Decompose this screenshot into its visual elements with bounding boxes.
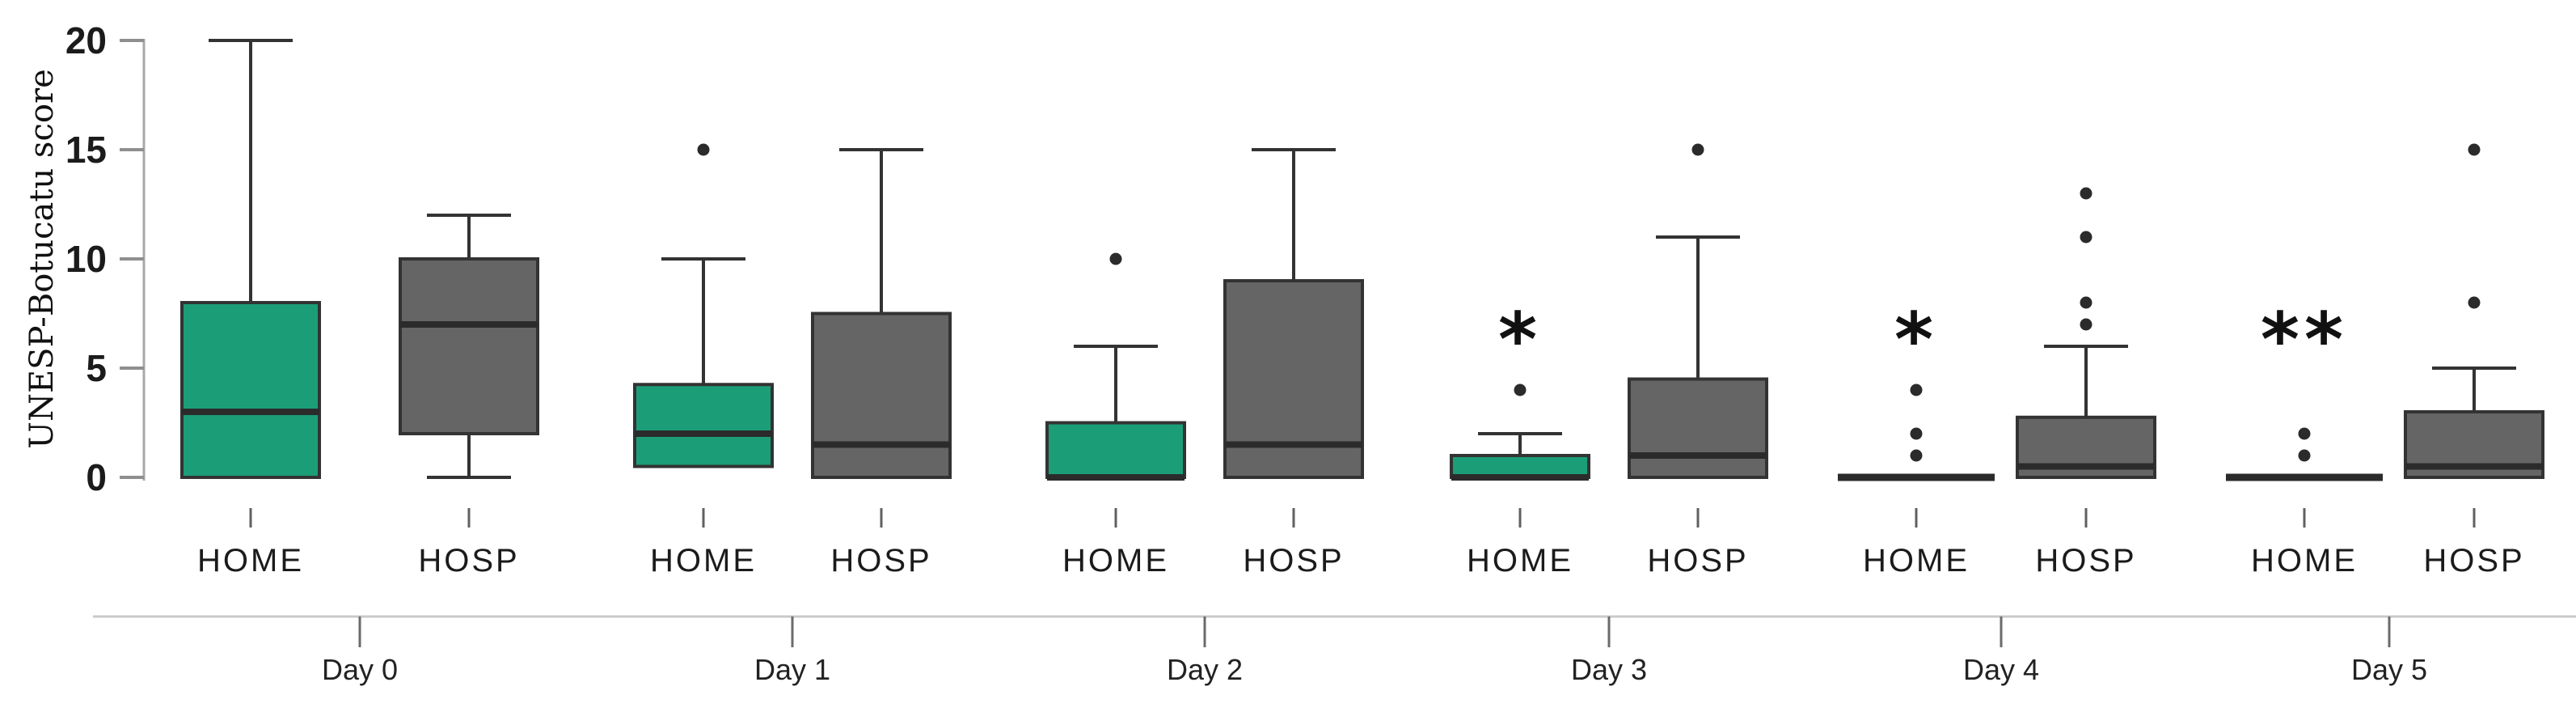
box-group-day4-hosp: HOSP [2016,187,2156,578]
category-label: HOSP [2423,543,2524,578]
outlier-dot [2298,427,2311,440]
outlier-dot [697,143,710,156]
box-group-day2-hosp: HOSP [1223,148,1364,578]
box-rect [811,312,952,479]
box-group-day0-home: HOME [180,39,321,578]
outlier-dot [1691,143,1704,156]
category-label: HOSP [2035,543,2136,578]
category-label: HOME [1467,543,1573,578]
box-group-day3-hosp: HOSP [1628,143,1768,578]
outlier-dot [2080,318,2092,331]
y-tick-label: 20 [65,19,107,61]
day-label: Day 3 [1571,653,1647,686]
y-tick-label: 5 [86,347,107,389]
box-group-day5-home: ** HOME [2226,296,2383,578]
day-label: Day 4 [1963,653,2039,686]
category-label: HOME [1062,543,1169,578]
outlier-dot [1910,427,1923,440]
box-group-day0-hosp: HOSP [399,214,539,578]
outlier-dot [2080,296,2092,309]
box-rect [399,257,539,435]
outlier-dot [2080,231,2092,244]
category-label: HOME [2251,543,2358,578]
category-label: HOME [197,543,304,578]
day-label: Day 1 [754,653,830,686]
y-axis-title: UNESP-Botucatu score [23,69,61,448]
category-label: HOME [1863,543,1970,578]
category-label: HOSP [1647,543,1748,578]
category-label: HOSP [418,543,519,578]
day-label: Day 2 [1167,653,1243,686]
outlier-dot [1514,384,1527,396]
box-rect [1628,377,1768,479]
box-rect [1223,279,1364,479]
y-tick-label: 0 [86,456,107,498]
outlier-dot [1910,449,1923,462]
box-group-day5-hosp: HOSP [2404,143,2544,578]
category-label: HOME [650,543,757,578]
category-label: HOSP [1243,543,1344,578]
day-label: Day 5 [2351,653,2427,686]
box-rect [633,383,774,468]
box-group-day1-home: HOME [633,143,774,578]
outlier-dot [2080,187,2092,200]
outlier-dot [2298,449,2311,462]
outlier-dot [2468,296,2481,309]
outlier-dot [2468,143,2481,156]
box-rect [1450,454,1590,479]
outlier-dot [1910,384,1923,396]
day-label: Day 0 [322,653,398,686]
outlier-dot [1109,252,1122,265]
box-group-day4-home: * HOME [1838,296,1995,578]
y-tick-label: 10 [65,238,107,280]
box-rect [1045,421,1186,479]
category-label: HOSP [830,543,931,578]
significance-asterisk: * [1498,296,1542,383]
box-group-day3-home: * HOME [1450,296,1590,578]
box-group-day1-hosp: HOSP [811,148,952,578]
significance-asterisk: * [1894,296,1938,383]
significance-asterisk: ** [2261,296,2348,383]
y-tick-label: 15 [65,129,107,171]
box-rect [180,301,321,479]
box-group-day2-home: HOME [1045,252,1186,578]
